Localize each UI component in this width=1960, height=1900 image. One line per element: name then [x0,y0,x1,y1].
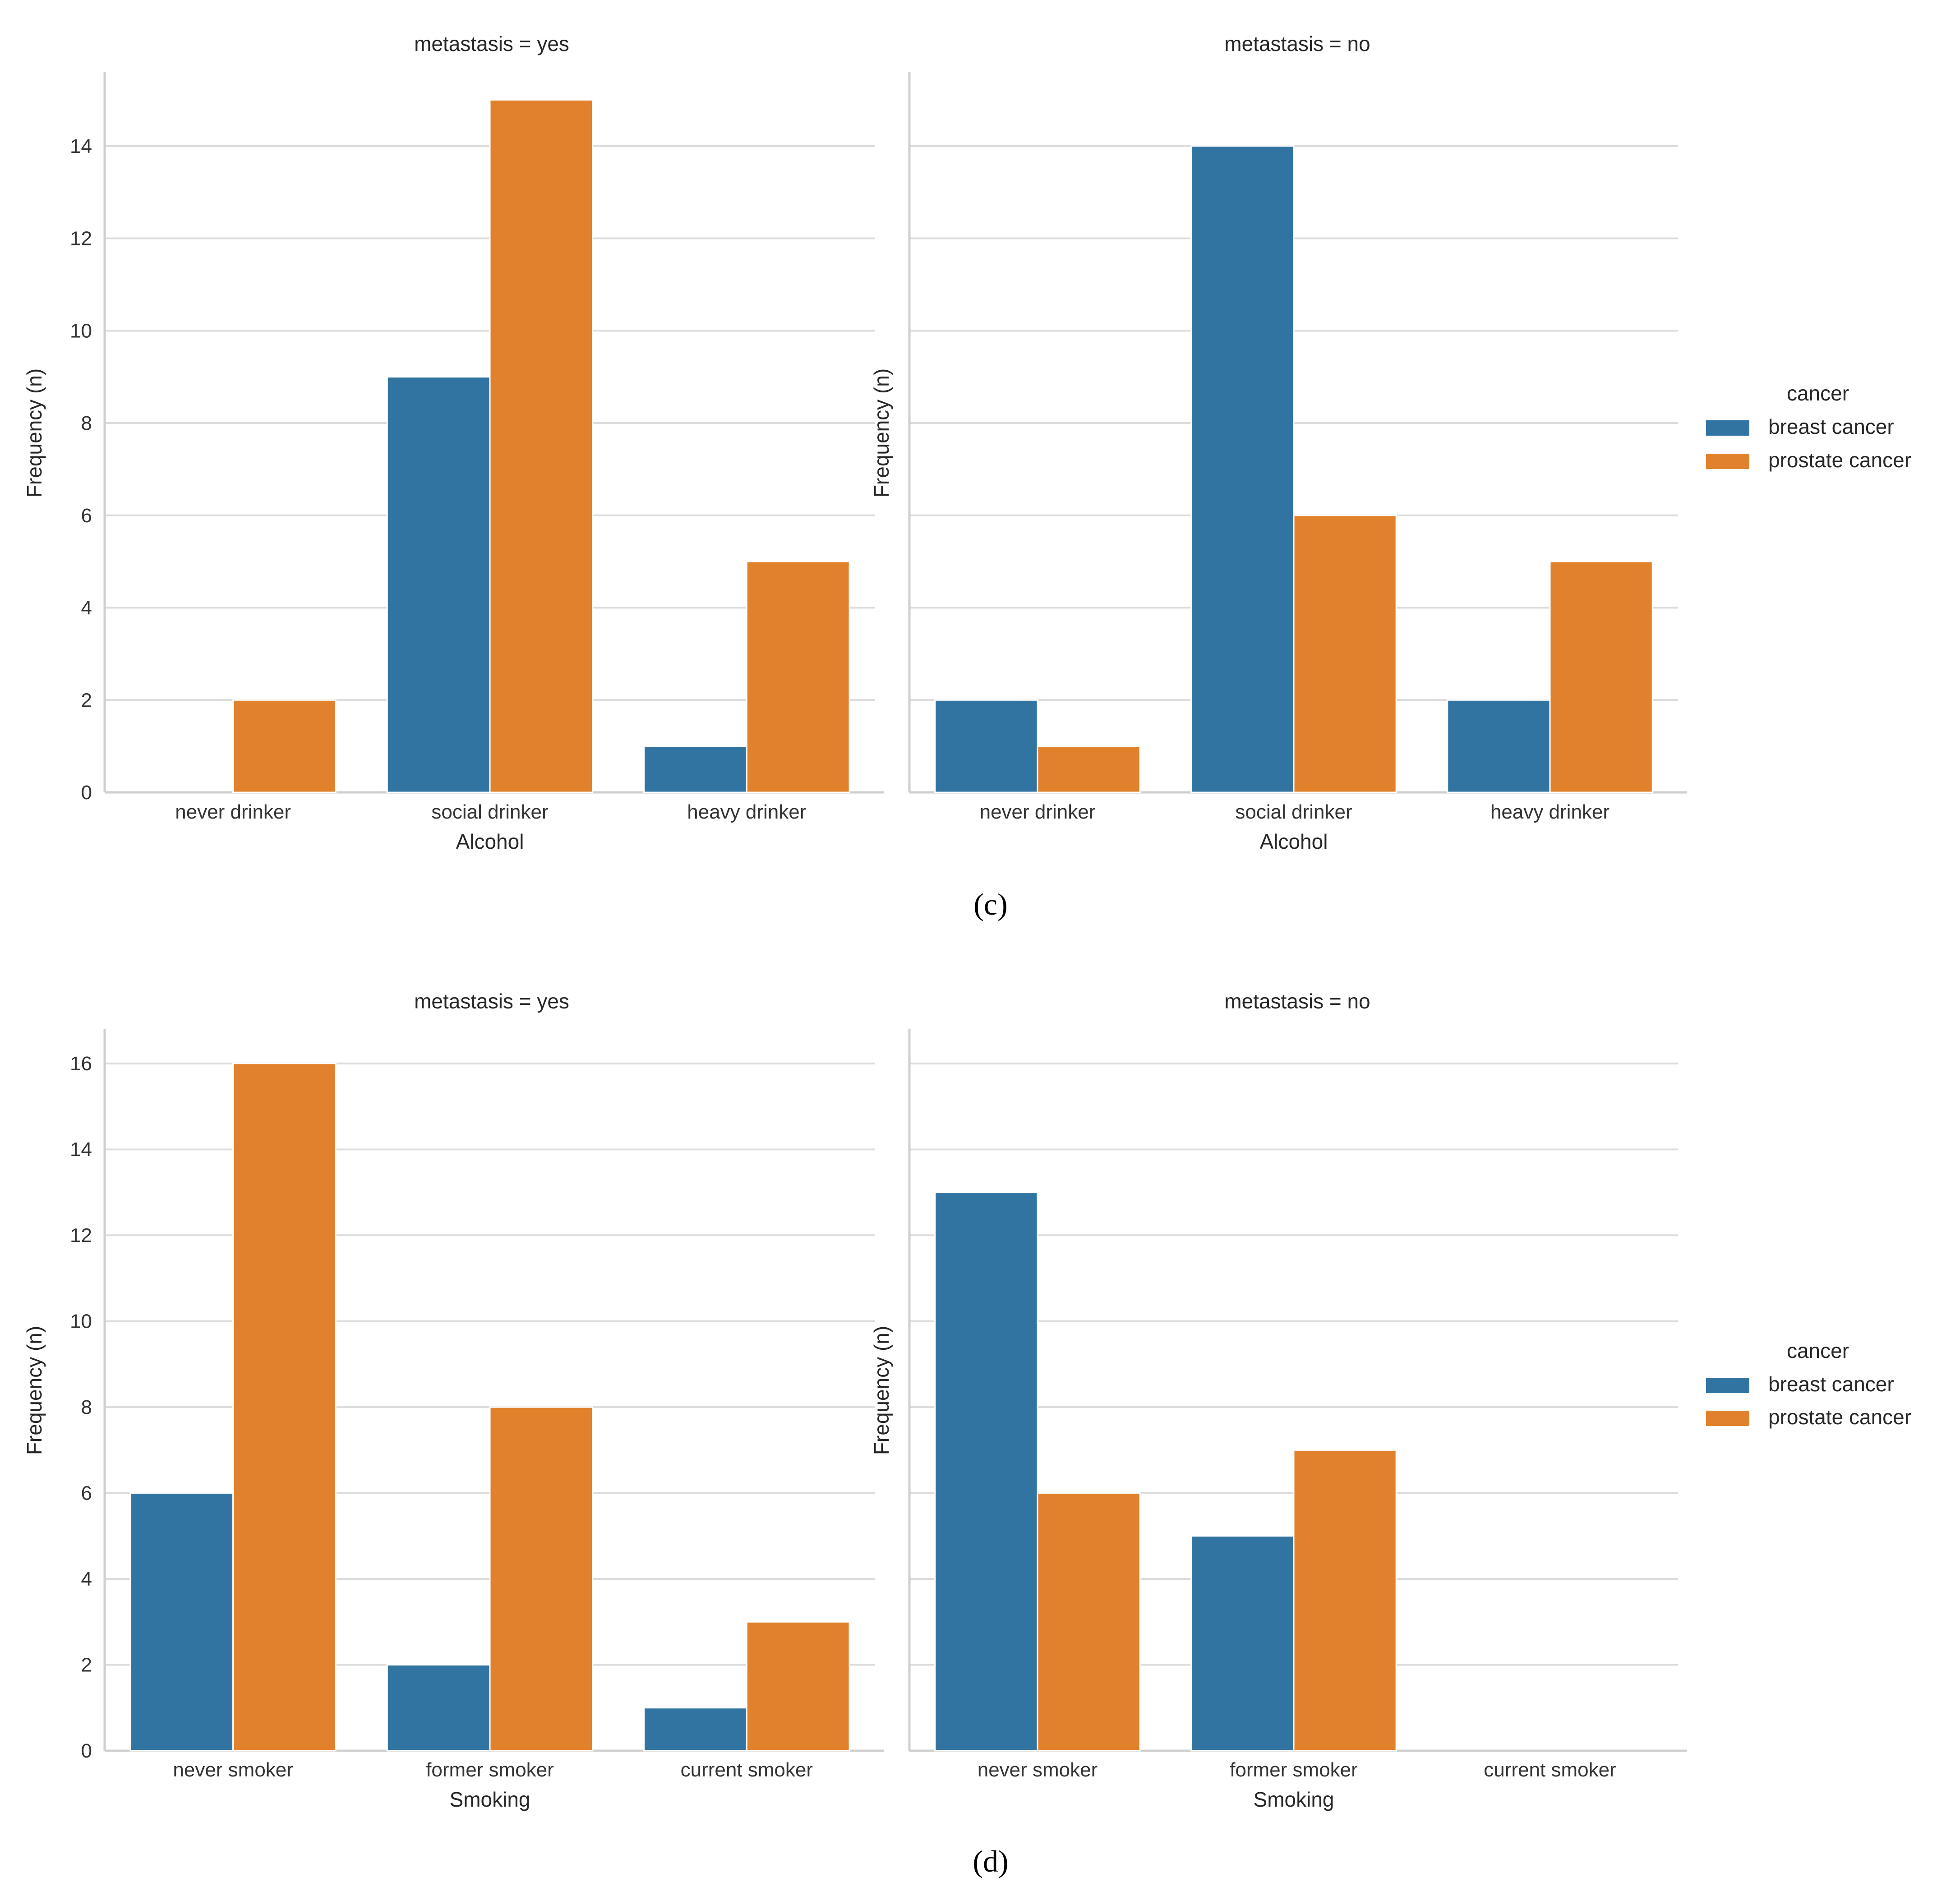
panel-title: metastasis = no [1224,32,1370,55]
y-tick-label: 4 [81,597,92,619]
legend-label: prostate cancer [1768,448,1911,472]
x-axis-label: Smoking [450,1788,530,1811]
y-tick-label: 4 [81,1568,92,1590]
bar-prostate-cancer [1037,1492,1141,1752]
y-tick-label: 14 [70,1139,92,1161]
panel-title: metastasis = yes [414,32,569,55]
x-tick-label: never drinker [175,801,291,823]
y-tick-label: 12 [70,1224,92,1247]
y-tick-label: 16 [70,1053,92,1075]
bar-prostate-cancer [489,99,594,793]
bar-prostate-cancer [746,1621,850,1752]
legend-swatch-breast-cancer [1706,1378,1749,1393]
y-tick-label: 10 [70,320,92,342]
legend-label: prostate cancer [1768,1405,1911,1429]
y-axis-label: Frequency (n) [23,1326,46,1455]
x-tick-label: current smoker [1484,1759,1616,1781]
x-tick-label: never smoker [173,1759,293,1781]
sub-caption: (d) [973,1844,1008,1878]
x-tick-label: never smoker [978,1759,1098,1781]
x-tick-label: heavy drinker [687,801,806,823]
y-tick-label: 10 [70,1311,92,1333]
legend-label: breast cancer [1768,1372,1894,1396]
y-tick-label: 0 [81,1740,92,1762]
y-tick-label: 8 [81,412,92,434]
legend-swatch-breast-cancer [1706,420,1749,436]
bar-breast-cancer [1447,699,1551,793]
panel-title: metastasis = yes [414,989,569,1013]
bar-breast-cancer [386,1664,491,1752]
x-tick-label: never drinker [980,801,1096,823]
x-tick-label: former smoker [426,1759,554,1781]
panel-title: metastasis = no [1224,989,1370,1013]
x-tick-label: former smoker [1230,1759,1358,1781]
legend-swatch-prostate-cancer [1706,1411,1749,1426]
legend-title: cancer [1787,1339,1849,1362]
y-tick-label: 14 [70,135,92,157]
legend-label: breast cancer [1768,415,1894,438]
bar-prostate-cancer [232,1063,337,1752]
bar-prostate-cancer [1293,1449,1397,1752]
x-tick-label: heavy drinker [1490,801,1610,823]
bar-prostate-cancer [232,699,337,793]
y-tick-label: 2 [81,689,92,711]
x-tick-label: social drinker [1235,801,1352,823]
sub-caption: (c) [973,887,1007,921]
legend-swatch-prostate-cancer [1706,454,1749,469]
bar-breast-cancer [643,745,747,793]
y-tick-label: 12 [70,228,92,250]
bar-prostate-cancer [1293,515,1397,793]
bar-breast-cancer [934,699,1038,793]
legend-title: cancer [1787,382,1849,405]
x-tick-label: current smoker [681,1759,813,1781]
bar-breast-cancer [934,1192,1038,1752]
bar-prostate-cancer [1549,561,1653,793]
bar-breast-cancer [129,1492,234,1752]
y-tick-label: 2 [81,1654,92,1676]
x-axis-label: Alcohol [456,830,524,853]
x-tick-label: social drinker [431,801,548,823]
y-tick-label: 6 [81,1482,92,1504]
y-tick-label: 8 [81,1396,92,1418]
bar-prostate-cancer [1037,745,1141,793]
bar-breast-cancer [1190,1535,1295,1752]
bar-breast-cancer [386,376,491,793]
x-axis-label: Smoking [1254,1788,1334,1811]
y-axis-label: Frequency (n) [870,1326,893,1455]
bar-breast-cancer [643,1707,747,1752]
bar-prostate-cancer [489,1406,594,1752]
x-axis-label: Alcohol [1260,830,1328,853]
y-tick-label: 6 [81,505,92,527]
y-tick-label: 0 [81,782,92,804]
bar-prostate-cancer [746,561,850,793]
bar-breast-cancer [1190,145,1295,793]
y-axis-label: Frequency (n) [23,368,46,497]
y-axis-label: Frequency (n) [870,368,893,497]
